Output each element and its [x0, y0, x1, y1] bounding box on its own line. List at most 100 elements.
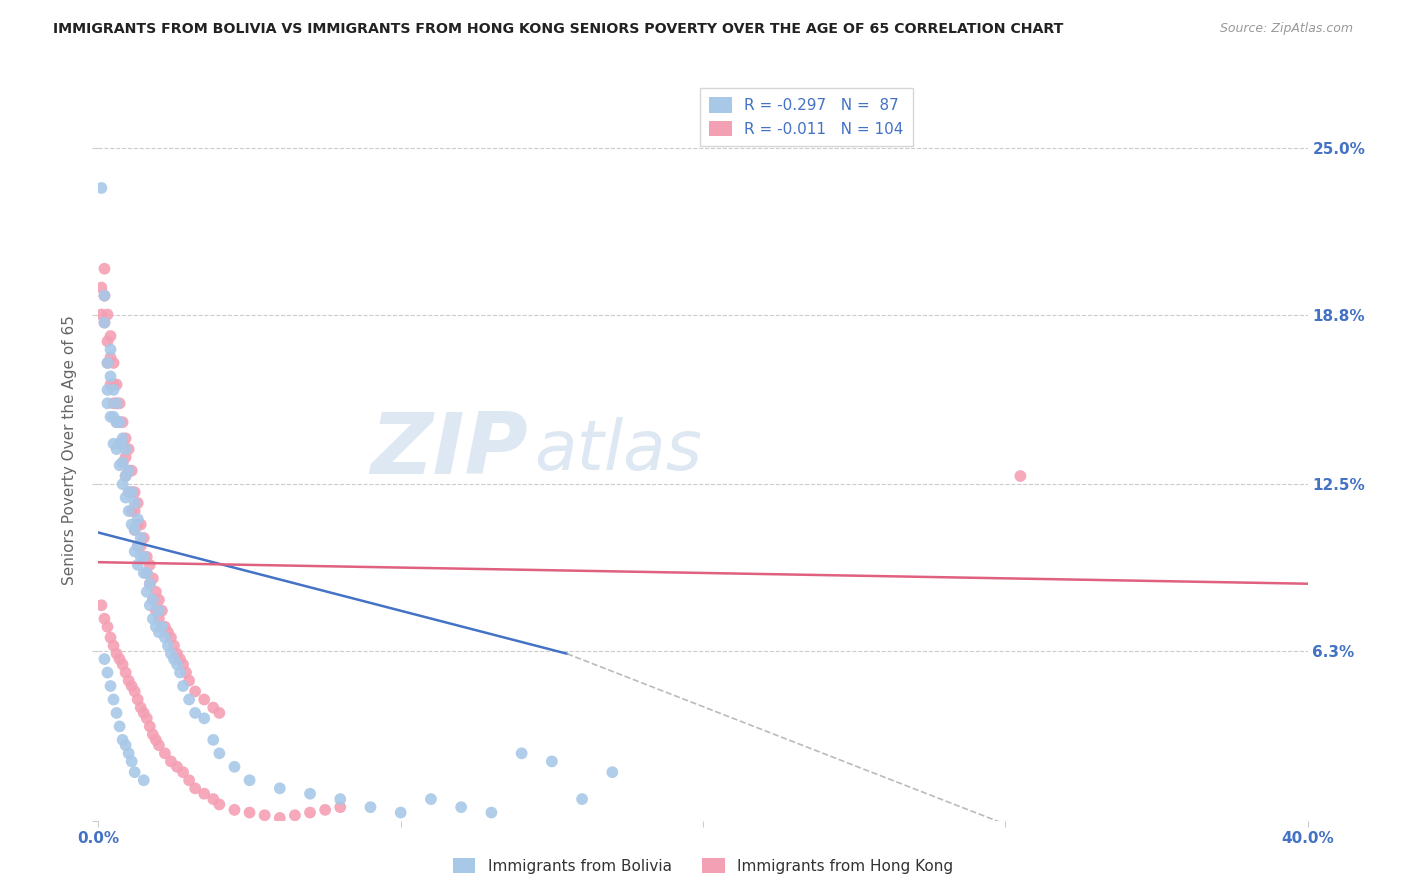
- Point: [139, 576, 162, 591]
- Point: [129, 700, 152, 714]
- Point: [150, 604, 173, 618]
- Point: [124, 684, 146, 698]
- Point: [111, 431, 134, 445]
- Point: [132, 566, 155, 580]
- Point: [481, 805, 503, 820]
- Point: [127, 692, 149, 706]
- Point: [360, 800, 382, 814]
- Point: [145, 732, 167, 747]
- Point: [127, 558, 149, 572]
- Point: [108, 436, 131, 450]
- Point: [172, 657, 194, 672]
- Point: [139, 599, 162, 613]
- Point: [202, 792, 225, 806]
- Point: [166, 657, 188, 672]
- Point: [148, 625, 170, 640]
- Point: [100, 409, 122, 424]
- Point: [121, 485, 143, 500]
- Point: [90, 308, 112, 322]
- Point: [118, 464, 141, 478]
- Point: [121, 517, 143, 532]
- Point: [142, 727, 165, 741]
- Point: [269, 811, 291, 825]
- Point: [100, 631, 122, 645]
- Point: [118, 673, 141, 688]
- Point: [132, 706, 155, 720]
- Legend: Immigrants from Bolivia, Immigrants from Hong Kong: Immigrants from Bolivia, Immigrants from…: [447, 852, 959, 880]
- Point: [145, 584, 167, 599]
- Point: [111, 657, 134, 672]
- Point: [103, 409, 125, 424]
- Point: [105, 706, 128, 720]
- Point: [90, 280, 112, 294]
- Point: [148, 612, 170, 626]
- Point: [111, 456, 134, 470]
- Y-axis label: Seniors Poverty Over the Age of 65: Seniors Poverty Over the Age of 65: [62, 316, 77, 585]
- Point: [96, 334, 118, 349]
- Point: [148, 738, 170, 752]
- Point: [132, 531, 155, 545]
- Point: [184, 781, 207, 796]
- Point: [148, 593, 170, 607]
- Point: [103, 377, 125, 392]
- Point: [145, 604, 167, 618]
- Point: [90, 181, 112, 195]
- Point: [129, 517, 152, 532]
- Point: [118, 485, 141, 500]
- Point: [132, 773, 155, 788]
- Point: [253, 808, 276, 822]
- Point: [111, 456, 134, 470]
- Point: [129, 531, 152, 545]
- Point: [96, 620, 118, 634]
- Legend: R = -0.297   N =  87, R = -0.011   N = 104: R = -0.297 N = 87, R = -0.011 N = 104: [700, 88, 912, 146]
- Point: [602, 765, 624, 780]
- Point: [1010, 469, 1032, 483]
- Point: [156, 625, 179, 640]
- Point: [224, 803, 246, 817]
- Point: [100, 377, 122, 392]
- Point: [135, 584, 157, 599]
- Point: [329, 800, 352, 814]
- Point: [105, 396, 128, 410]
- Point: [96, 356, 118, 370]
- Point: [166, 760, 188, 774]
- Point: [100, 369, 122, 384]
- Point: [114, 469, 136, 483]
- Point: [142, 612, 165, 626]
- Point: [108, 415, 131, 429]
- Text: atlas: atlas: [534, 417, 702, 484]
- Point: [93, 288, 115, 302]
- Point: [103, 383, 125, 397]
- Point: [132, 549, 155, 564]
- Point: [127, 539, 149, 553]
- Point: [224, 760, 246, 774]
- Point: [96, 396, 118, 410]
- Point: [284, 808, 307, 822]
- Point: [90, 599, 112, 613]
- Point: [93, 288, 115, 302]
- Point: [179, 773, 201, 788]
- Text: ZIP: ZIP: [370, 409, 527, 492]
- Point: [129, 549, 152, 564]
- Point: [239, 773, 262, 788]
- Point: [118, 747, 141, 761]
- Point: [208, 706, 231, 720]
- Point: [114, 665, 136, 680]
- Point: [96, 356, 118, 370]
- Point: [114, 469, 136, 483]
- Point: [111, 732, 134, 747]
- Point: [208, 747, 231, 761]
- Point: [124, 523, 146, 537]
- Point: [103, 396, 125, 410]
- Point: [299, 787, 322, 801]
- Point: [135, 566, 157, 580]
- Point: [121, 485, 143, 500]
- Point: [450, 800, 472, 814]
- Point: [139, 558, 162, 572]
- Text: IMMIGRANTS FROM BOLIVIA VS IMMIGRANTS FROM HONG KONG SENIORS POVERTY OVER THE AG: IMMIGRANTS FROM BOLIVIA VS IMMIGRANTS FR…: [53, 22, 1064, 37]
- Point: [103, 436, 125, 450]
- Point: [124, 523, 146, 537]
- Point: [114, 450, 136, 465]
- Point: [129, 539, 152, 553]
- Point: [166, 647, 188, 661]
